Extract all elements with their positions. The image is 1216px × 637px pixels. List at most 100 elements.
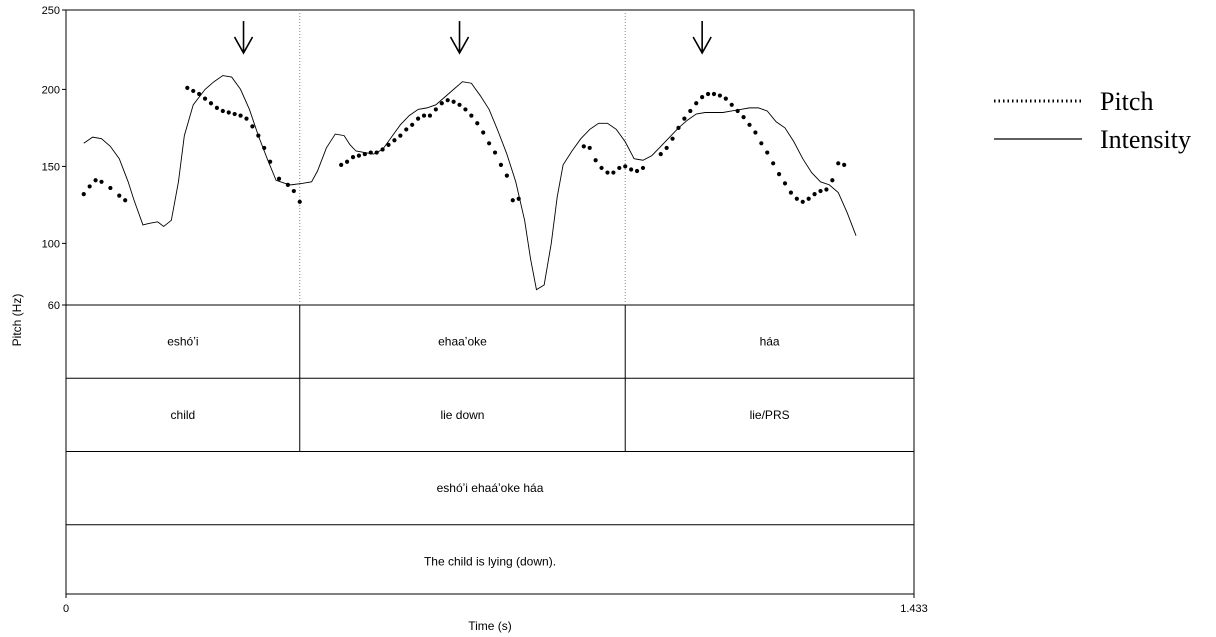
y-tick-label: 200 [42, 84, 60, 96]
down-arrow-icon [449, 21, 470, 55]
pitch-point [498, 162, 504, 167]
series-layer [81, 75, 857, 291]
pitch-point [581, 144, 586, 149]
pitch-point [771, 161, 776, 166]
pitch-point [398, 133, 403, 138]
annotation-tiers: eshóʼi ehaaʼoke háa child lie down lie/PRS esh… [66, 305, 914, 568]
pitch-point [723, 96, 728, 101]
y-tick-label: 250 [42, 5, 60, 17]
plot-frame [65, 9, 915, 595]
pitch-point [208, 101, 214, 106]
pitch-point [123, 198, 128, 203]
pitch-point [670, 136, 675, 141]
pitch-point [688, 108, 693, 114]
pitch-point [232, 111, 237, 117]
pitch-point [202, 96, 208, 101]
pitch-point [226, 110, 231, 115]
pitch-point [599, 165, 604, 171]
pitch-point [741, 115, 746, 120]
pitch-point [392, 138, 397, 143]
pitch-point [339, 162, 344, 167]
pitch-point [623, 164, 628, 169]
pitch-point [404, 127, 409, 132]
y-tick-label: 100 [42, 238, 60, 250]
tier-cell-label: lie/PRS [750, 408, 790, 422]
pitch-point [457, 102, 462, 107]
pitch-point [350, 155, 356, 160]
pitch-point [117, 193, 122, 198]
y-tick-label: 60 [48, 300, 60, 312]
pitch-point [842, 162, 847, 167]
pitch-point [463, 107, 468, 112]
pitch-point [250, 124, 255, 129]
pitch-point [700, 95, 705, 100]
tier-cell-label: háa [760, 335, 780, 349]
pitch-point [238, 113, 243, 118]
down-arrow-icon [692, 21, 712, 55]
pitch-point [276, 176, 282, 181]
pitch-point [185, 85, 190, 90]
pitch-point [356, 153, 362, 158]
pitch-point [806, 196, 811, 201]
pitch-point [451, 99, 456, 104]
pitch-point [711, 91, 717, 97]
pitch-point [705, 91, 711, 97]
pitch-point [427, 113, 433, 118]
pitch-point [765, 150, 770, 155]
pitch-point [593, 158, 598, 163]
pitch-point [214, 105, 219, 110]
x-tick-label: 1.433 [900, 603, 928, 615]
tier-cell-label: child [171, 408, 196, 422]
pitch-point [469, 113, 474, 118]
pitch-point [800, 199, 805, 204]
pitch-point [694, 101, 699, 106]
pitch-point [717, 93, 723, 98]
pitch-point [244, 116, 249, 121]
pitch-point [794, 196, 799, 201]
pitch-point [788, 190, 794, 195]
pitch-point [776, 172, 782, 177]
pitch-point [191, 88, 196, 94]
legend: Pitch Intensity [994, 87, 1191, 154]
pitch-point [836, 161, 841, 166]
y-axis-title: Pitch (Hz) [10, 294, 24, 347]
pitch-point [753, 130, 758, 135]
legend-intensity-label: Intensity [1100, 125, 1191, 154]
pitch-point [433, 107, 438, 112]
pitch-point [682, 116, 687, 121]
tier-cell-label: ehaaʼoke [438, 335, 487, 349]
boundary-lines [299, 10, 626, 305]
pitch-point [410, 122, 415, 127]
pitch-point [830, 178, 835, 183]
pitch-point [658, 151, 663, 157]
y-tick-label: 150 [42, 161, 60, 173]
pitch-point [812, 192, 817, 197]
intensity-line [83, 75, 857, 291]
tier-cell-label: eshóʼi ehaáʼoke háa [437, 481, 544, 495]
pitch-point [81, 192, 86, 197]
pitch-point [629, 167, 634, 172]
pitch-point [421, 113, 427, 118]
pitch-point [416, 116, 421, 121]
pitch-point [99, 179, 104, 184]
pitch-point [87, 184, 92, 189]
pitch-point [297, 199, 302, 204]
pitch-point [504, 173, 509, 178]
pitch-point [220, 108, 225, 114]
tier-cell-label: lie down [440, 408, 484, 422]
pitch-point [634, 168, 640, 174]
pitch-point [344, 159, 350, 164]
y-axis-ticks: 250 200 150 100 60 [42, 5, 66, 312]
pitch-point [759, 141, 764, 146]
pitch-point [824, 187, 829, 192]
pitch-point [386, 142, 391, 147]
pitch-point [664, 145, 669, 151]
tier-cell-label: eshóʼi [167, 335, 198, 349]
pitch-point [510, 198, 515, 203]
pitch-point [611, 170, 616, 175]
down-arrow-icon [233, 21, 254, 55]
pitch-point [439, 101, 444, 106]
x-tick-label: 0 [63, 603, 69, 615]
stress-arrows [233, 21, 712, 55]
